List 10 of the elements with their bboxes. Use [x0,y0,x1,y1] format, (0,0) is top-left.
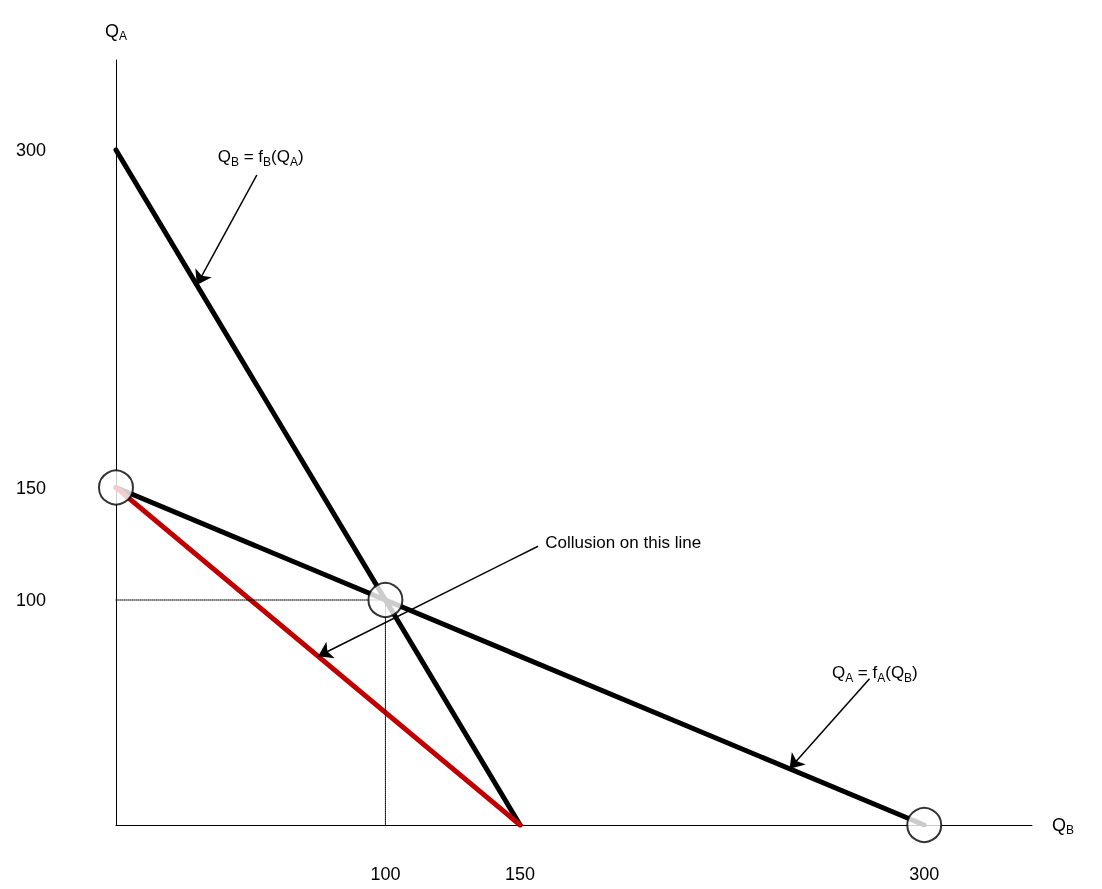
x-tick-label: 300 [909,864,940,884]
y-tick-label: 100 [15,590,46,610]
y-tick-label: 300 [15,140,46,160]
x-tick-label: 150 [505,864,536,884]
point [906,807,943,843]
point [367,582,404,618]
y-tick-label: 150 [15,477,46,498]
point [98,469,134,506]
x-tick-label: 100 [370,864,401,884]
annotation: Collusion on this line [545,533,702,553]
